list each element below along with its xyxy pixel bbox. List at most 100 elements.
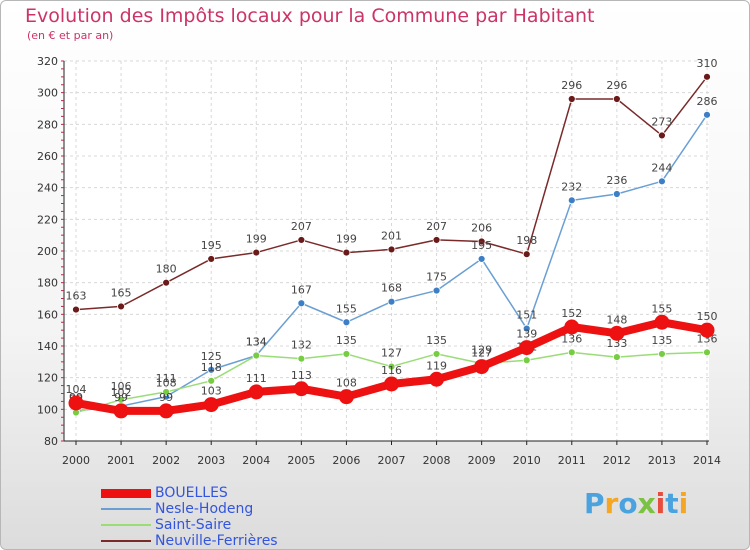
data-point-nesle-hodeng (567, 196, 576, 205)
y-tick-label: 200 (37, 245, 58, 258)
data-label-nesle-hodeng: 236 (606, 174, 627, 187)
data-label-neuville-ferri-res: 163 (66, 290, 87, 303)
legend-label: Saint-Saire (155, 517, 232, 533)
data-label-neuville-ferri-res: 165 (111, 286, 132, 299)
legend-item-bouelles: BOUELLES (101, 485, 278, 501)
data-point-neuville-ferri-res (477, 237, 486, 246)
legend-swatch (101, 540, 151, 542)
data-point-bouelles (384, 376, 399, 392)
data-point-saint-saire (117, 395, 125, 404)
data-point-neuville-ferri-res (658, 131, 666, 140)
data-point-saint-saire (567, 348, 576, 357)
data-point-neuville-ferri-res (72, 305, 80, 314)
x-tick-label: 2013 (648, 454, 676, 467)
data-label-nesle-hodeng: 125 (201, 350, 222, 363)
data-label-bouelles: 152 (561, 307, 582, 320)
data-label-saint-saire: 134 (246, 336, 267, 349)
legend-label: Neuville-Ferrières (155, 533, 278, 549)
y-tick-label: 320 (37, 55, 58, 68)
x-tick-label: 2003 (197, 454, 225, 467)
data-point-nesle-hodeng (207, 365, 216, 374)
data-label-nesle-hodeng: 168 (381, 282, 402, 295)
data-point-bouelles (609, 325, 625, 341)
data-label-nesle-hodeng: 232 (561, 180, 582, 193)
data-point-saint-saire (297, 354, 306, 363)
y-tick-label: 100 (37, 403, 58, 416)
data-point-nesle-hodeng (522, 324, 531, 333)
x-tick-label: 2009 (468, 454, 496, 467)
x-tick-label: 2006 (332, 454, 360, 467)
data-point-bouelles (564, 319, 580, 335)
legend-item-saint-saire: Saint-Saire (101, 517, 278, 533)
data-point-neuville-ferri-res (342, 248, 351, 257)
data-label-saint-saire: 127 (381, 347, 402, 360)
data-point-bouelles (248, 384, 264, 400)
data-point-bouelles (654, 314, 670, 330)
y-tick-label: 220 (37, 213, 58, 226)
data-label-bouelles: 99 (114, 391, 128, 404)
data-point-neuville-ferri-res (162, 278, 171, 287)
plot-area (64, 61, 709, 441)
x-tick-label: 2004 (242, 454, 270, 467)
data-label-nesle-hodeng: 244 (651, 161, 672, 174)
data-point-saint-saire (658, 350, 666, 358)
data-point-nesle-hodeng (432, 286, 441, 295)
x-tick-label: 2014 (693, 454, 721, 467)
data-point-bouelles (68, 395, 84, 411)
y-tick-label: 160 (37, 308, 58, 321)
data-label-bouelles: 150 (697, 310, 718, 323)
data-point-neuville-ferri-res (297, 236, 306, 244)
legend-item-neuville-ferri-res: Neuville-Ferrières (101, 533, 278, 549)
data-point-nesle-hodeng (703, 110, 711, 119)
data-point-saint-saire (252, 351, 261, 360)
data-label-saint-saire: 133 (606, 337, 627, 350)
legend-swatch (101, 508, 151, 510)
legend: BOUELLES Nesle-Hodeng Saint-Saire Neuville-… (101, 485, 278, 549)
data-point-neuville-ferri-res (522, 250, 531, 259)
data-label-bouelles: 108 (336, 377, 357, 390)
data-point-nesle-hodeng (477, 255, 486, 263)
y-tick-label: 180 (37, 277, 58, 290)
data-label-neuville-ferri-res: 199 (246, 233, 267, 246)
data-label-bouelles: 116 (381, 364, 402, 377)
data-label-nesle-hodeng: 195 (471, 239, 492, 252)
y-tick-label: 300 (37, 87, 58, 100)
data-point-nesle-hodeng (342, 318, 351, 327)
data-point-neuville-ferri-res (703, 72, 711, 81)
data-point-bouelles (699, 322, 715, 338)
data-label-nesle-hodeng: 175 (426, 271, 447, 284)
legend-label: BOUELLES (155, 485, 228, 501)
data-point-neuville-ferri-res (567, 95, 576, 103)
data-point-saint-saire (162, 388, 171, 396)
x-tick-label: 2001 (107, 454, 135, 467)
data-label-nesle-hodeng: 286 (697, 95, 718, 108)
data-point-bouelles (474, 359, 490, 375)
data-label-saint-saire: 111 (156, 372, 177, 385)
x-tick-label: 2008 (423, 454, 451, 467)
data-point-nesle-hodeng (658, 177, 666, 186)
data-label-saint-saire: 106 (111, 380, 132, 393)
data-label-bouelles: 127 (471, 347, 492, 360)
data-point-neuville-ferri-res (432, 236, 441, 244)
data-label-bouelles: 148 (606, 313, 627, 326)
data-point-neuville-ferri-res (612, 95, 621, 103)
data-point-saint-saire (207, 376, 216, 385)
data-point-neuville-ferri-res (252, 248, 261, 257)
data-point-neuville-ferri-res (387, 245, 396, 254)
data-label-bouelles: 113 (291, 369, 312, 382)
data-label-saint-saire: 135 (336, 334, 357, 347)
data-label-bouelles: 103 (201, 385, 222, 398)
x-tick-label: 2010 (513, 454, 541, 467)
data-point-bouelles (158, 403, 174, 419)
data-point-nesle-hodeng (387, 297, 396, 306)
x-tick-label: 2002 (152, 454, 180, 467)
data-point-neuville-ferri-res (117, 302, 125, 311)
data-label-nesle-hodeng: 134 (246, 336, 267, 349)
data-label-bouelles: 155 (651, 302, 672, 315)
y-tick-label: 120 (37, 372, 58, 385)
data-point-bouelles (338, 389, 354, 405)
data-point-saint-saire (703, 348, 711, 357)
data-label-neuville-ferri-res: 310 (697, 57, 718, 70)
data-point-nesle-hodeng (612, 190, 621, 198)
